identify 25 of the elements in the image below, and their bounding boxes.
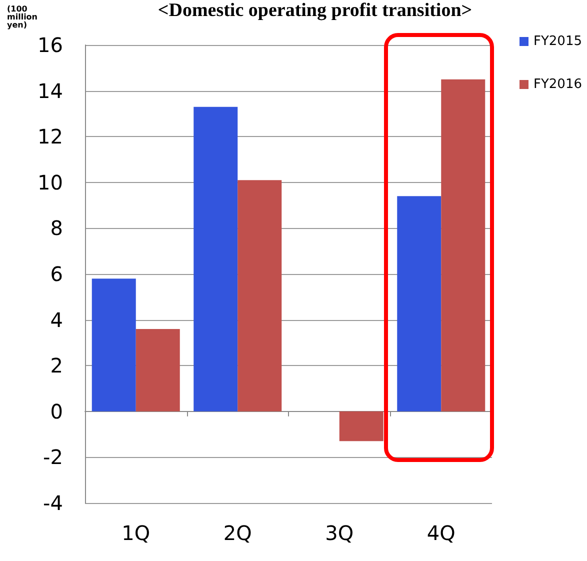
- y-tick-label: -2: [43, 445, 63, 470]
- bar: [397, 196, 442, 412]
- y-tick-label: 14: [38, 78, 63, 103]
- x-tick-label: 2Q: [223, 521, 252, 545]
- x-tick-label: 3Q: [325, 521, 354, 545]
- y-tick-label: 8: [50, 216, 63, 240]
- y-tick-label: 16: [38, 33, 63, 57]
- y-tick-label: 6: [50, 262, 63, 286]
- y-tick-label: 4: [50, 308, 63, 332]
- bar: [238, 180, 282, 412]
- x-tick-label: 1Q: [122, 521, 150, 545]
- y-tick-label: 12: [38, 124, 63, 149]
- y-axis-title: (100 million yen): [7, 4, 40, 30]
- bar: [194, 106, 238, 412]
- x-tick-label: 4Q: [426, 521, 456, 545]
- y-tick-label: 10: [38, 170, 63, 194]
- y-tick-label: -4: [43, 491, 63, 515]
- y-tick-label: 0: [50, 399, 63, 424]
- bar: [136, 328, 180, 412]
- chart-title: <Domestic operating profit transition>: [158, 0, 472, 21]
- y-tick-label: 2: [50, 354, 63, 378]
- bar: [339, 411, 384, 442]
- legend-label: FY2016: [534, 77, 582, 92]
- legend-label: FY2015: [534, 34, 582, 49]
- bar: [92, 278, 136, 412]
